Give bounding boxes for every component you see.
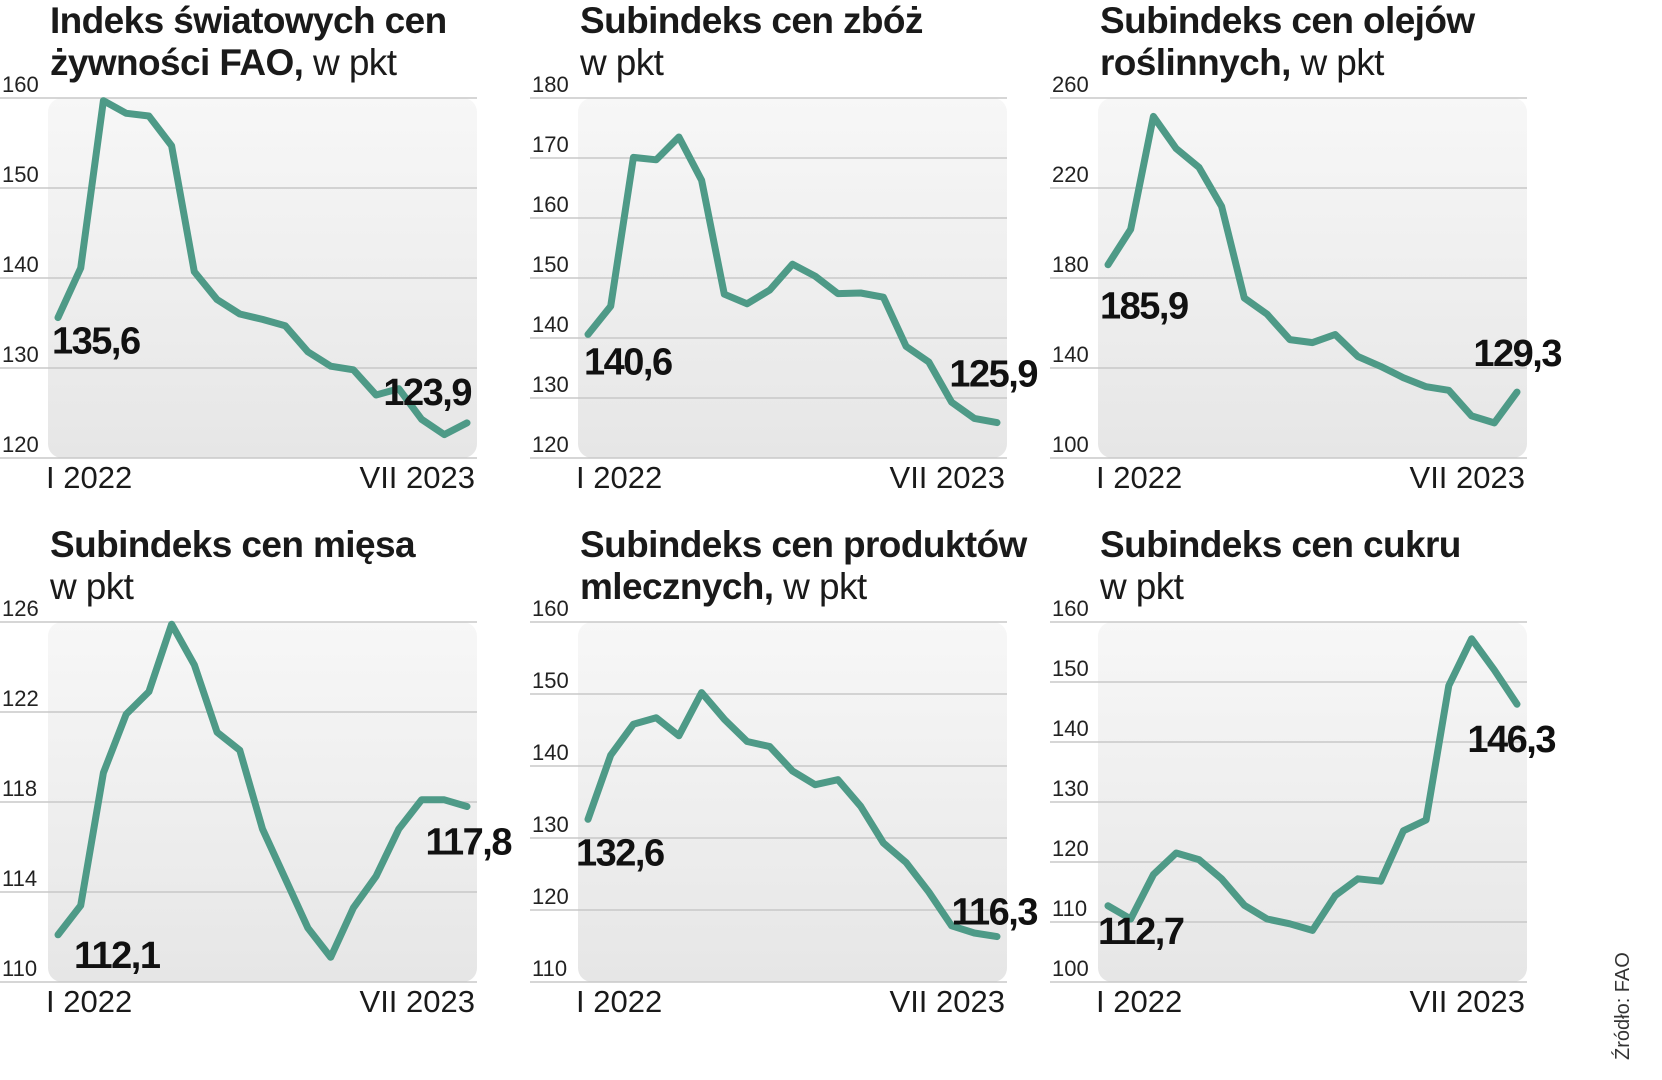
chart-title: Subindeks cen cukru w pkt <box>1100 524 1620 608</box>
x-axis-start-label: I 2022 <box>1096 460 1182 495</box>
y-tick-label: 140 <box>532 740 569 765</box>
chart-title-unit: w pkt <box>50 566 134 607</box>
y-tick-label: 170 <box>532 132 569 157</box>
y-tick-label: 100 <box>1052 956 1089 981</box>
end-value-label: 129,3 <box>1473 333 1561 375</box>
y-tick-label: 180 <box>1052 252 1089 277</box>
series-line <box>584 133 1001 427</box>
end-value-label: 117,8 <box>426 822 512 864</box>
chart-title: Indeks światowych cen żywności FAO, w pk… <box>50 0 570 84</box>
x-axis-start-label: I 2022 <box>576 460 662 495</box>
x-axis-end-label: VII 2023 <box>890 984 1005 1019</box>
x-axis-end-label: VII 2023 <box>360 460 475 495</box>
start-value-label: 135,6 <box>52 321 140 363</box>
y-tick-label: 260 <box>1052 72 1089 97</box>
chart-title-bold: Subindeks cen olejów roślinnych, <box>1100 0 1475 83</box>
x-axis-start-label: I 2022 <box>46 984 132 1019</box>
y-tick-label: 114 <box>2 866 37 891</box>
start-value-label: 140,6 <box>584 341 672 383</box>
y-tick-label: 130 <box>1052 776 1089 801</box>
y-tick-label: 118 <box>2 776 37 801</box>
y-tick-label: 220 <box>1052 162 1089 187</box>
y-tick-label: 120 <box>1052 836 1089 861</box>
y-tick-label: 140 <box>532 312 569 337</box>
chart-title: Subindeks cen produktów mlecznych, w pkt <box>580 524 1100 608</box>
chart-panel-sugar: Subindeks cen cukru w pkt 100 110 120 130 14… <box>1050 524 1580 1054</box>
end-value-label: 116,3 <box>952 892 1038 934</box>
chart-panel-vegetable-oils: Subindeks cen olejów roślinnych, w pkt 1… <box>1050 0 1580 520</box>
y-tick-label: 130 <box>532 812 569 837</box>
chart-title-unit: w pkt <box>1300 42 1384 83</box>
chart-title-bold: Subindeks cen cukru <box>1100 524 1461 565</box>
chart-title: Subindeks cen olejów roślinnych, w pkt <box>1100 0 1620 84</box>
end-value-label: 123,9 <box>383 372 471 414</box>
chart-title-bold: Subindeks cen zbóż <box>580 0 923 41</box>
y-tick-label: 160 <box>532 596 569 621</box>
x-axis-start-label: I 2022 <box>46 460 132 495</box>
series-line <box>1104 112 1521 427</box>
y-tick-label: 180 <box>532 72 569 97</box>
series-line <box>584 689 1001 941</box>
plot-background <box>578 622 1007 982</box>
start-value-label: 132,6 <box>576 832 664 874</box>
line-chart: 100 140 180 220 260 I 2022 VII 2023 185,9 129,3 <box>1050 72 1563 495</box>
line-chart: 120 130 140 150 160 170 180 I 2022 VII 2023 140,6… <box>530 72 1039 495</box>
chart-panel-meat: Subindeks cen mięsa w pkt 110 114 118 122 12… <box>0 524 530 1054</box>
y-tick-label: 110 <box>1052 896 1087 921</box>
chart-title-unit: w pkt <box>1100 566 1184 607</box>
line-chart: 120 130 140 150 160 I 2022 VII 2023 135,6 123,9 <box>0 72 477 495</box>
start-value-label: 185,9 <box>1100 286 1188 328</box>
y-tick-label: 110 <box>2 956 37 981</box>
y-tick-label: 122 <box>2 686 39 711</box>
chart-title-bold: Subindeks cen mięsa <box>50 524 416 565</box>
chart-panel-dairy: Subindeks cen produktów mlecznych, w pkt… <box>530 524 1060 1054</box>
y-tick-label: 150 <box>1052 656 1089 681</box>
y-tick-label: 120 <box>532 884 569 909</box>
x-axis-end-label: VII 2023 <box>890 460 1005 495</box>
y-tick-label: 140 <box>1052 716 1089 741</box>
line-chart: 110 120 130 140 150 160 I 2022 VII 2023 132,6 116… <box>530 596 1039 1019</box>
y-tick-label: 100 <box>1052 432 1089 457</box>
start-value-label: 112,1 <box>74 935 161 977</box>
chart-title: Subindeks cen zbóż w pkt <box>580 0 1100 84</box>
y-tick-label: 160 <box>532 192 569 217</box>
source-note: Źródło: FAO <box>1612 952 1634 1060</box>
start-value-label: 112,7 <box>1098 911 1184 953</box>
end-value-label: 146,3 <box>1467 719 1555 761</box>
y-tick-label: 150 <box>532 252 569 277</box>
end-value-label: 125,9 <box>949 354 1037 396</box>
x-axis-end-label: VII 2023 <box>360 984 475 1019</box>
y-tick-label: 160 <box>2 72 39 97</box>
chart-panel-food-index: Indeks światowych cen żywności FAO, w pk… <box>0 0 530 520</box>
x-axis-end-label: VII 2023 <box>1410 984 1525 1019</box>
line-chart: 100 110 120 130 140 150 160 I 2022 VII 2023 112,7… <box>1050 596 1557 1019</box>
line-chart: 110 114 118 122 126 I 2022 VII 2023 112,1 117,8 <box>0 596 513 1019</box>
series-line <box>54 97 471 439</box>
y-tick-label: 150 <box>2 162 39 187</box>
y-tick-label: 130 <box>2 342 39 367</box>
x-axis-start-label: I 2022 <box>576 984 662 1019</box>
y-tick-label: 140 <box>1052 342 1089 367</box>
chart-title-unit: w pkt <box>580 42 664 83</box>
y-tick-label: 150 <box>532 668 569 693</box>
series-line <box>1104 635 1521 934</box>
y-tick-label: 160 <box>1052 596 1089 621</box>
y-tick-label: 120 <box>532 432 569 457</box>
x-axis-start-label: I 2022 <box>1096 984 1182 1019</box>
y-tick-label: 130 <box>532 372 569 397</box>
chart-title-bold: Indeks światowych cen żywności FAO, <box>50 0 447 83</box>
chart-title-unit: w pkt <box>313 42 397 83</box>
y-tick-label: 140 <box>2 252 39 277</box>
chart-title-bold: Subindeks cen produktów mlecznych, <box>580 524 1027 607</box>
series-line <box>54 620 471 961</box>
y-tick-label: 126 <box>2 596 39 621</box>
x-axis-end-label: VII 2023 <box>1410 460 1525 495</box>
chart-title: Subindeks cen mięsa w pkt <box>50 524 570 608</box>
chart-panel-cereals: Subindeks cen zbóż w pkt 120 130 140 150 160… <box>530 0 1060 520</box>
y-tick-label: 120 <box>2 432 39 457</box>
chart-title-unit: w pkt <box>783 566 867 607</box>
y-tick-label: 110 <box>532 956 567 981</box>
